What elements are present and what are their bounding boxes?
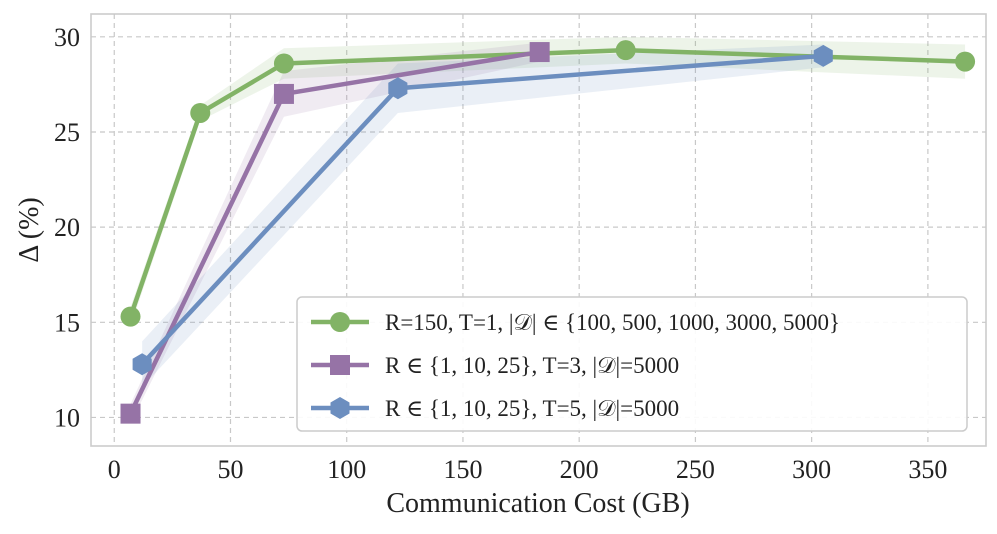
series-2-point [120,403,141,424]
series-1-point [615,40,636,61]
y-tick-label: 25 [54,118,80,147]
series-1-point [120,306,141,327]
x-tick-label: 0 [108,455,121,484]
x-axis-ticks: 0 50 100 150 200 250 300 350 [108,455,948,484]
legend-box [296,296,968,432]
legend-label-2: R ∈ {1, 10, 25}, T=3, |𝒟|=5000 [385,353,679,378]
series-1-point [190,102,211,123]
y-tick-label: 30 [54,23,80,52]
x-tick-label: 50 [217,455,243,484]
y-tick-label: 15 [54,308,80,337]
series-3-point [388,77,408,100]
legend-marker-1 [330,312,350,332]
series-1-band [130,36,966,327]
y-tick-label: 20 [54,213,80,242]
legend-marker-2 [330,355,350,375]
y-tick-label: 10 [54,403,80,432]
series-2-point [529,42,550,63]
x-tick-label: 150 [443,455,482,484]
series-1-point [955,51,976,72]
legend-marker-3 [330,397,350,419]
y-axis-label: Δ (%) [14,197,45,262]
series-markers [120,40,976,424]
legend-label-3: R ∈ {1, 10, 25}, T=5, |𝒟|=5000 [385,396,679,421]
series-1-point [273,53,294,74]
x-tick-label: 100 [327,455,366,484]
legend: R=150, T=1, |𝒟| ∈ {100, 500, 1000, 3000,… [296,296,968,432]
series-3-point [132,353,152,376]
x-tick-label: 300 [792,455,831,484]
x-tick-label: 250 [676,455,715,484]
series-2-band [130,42,540,424]
x-axis-label: Communication Cost (GB) [386,488,689,519]
series-3-point [813,44,833,67]
x-tick-label: 200 [560,455,599,484]
legend-label-1: R=150, T=1, |𝒟| ∈ {100, 500, 1000, 3000,… [385,310,840,335]
y-axis-ticks: 10 15 20 25 30 [54,23,80,433]
x-tick-label: 350 [908,455,947,484]
series-2-point [273,83,294,104]
